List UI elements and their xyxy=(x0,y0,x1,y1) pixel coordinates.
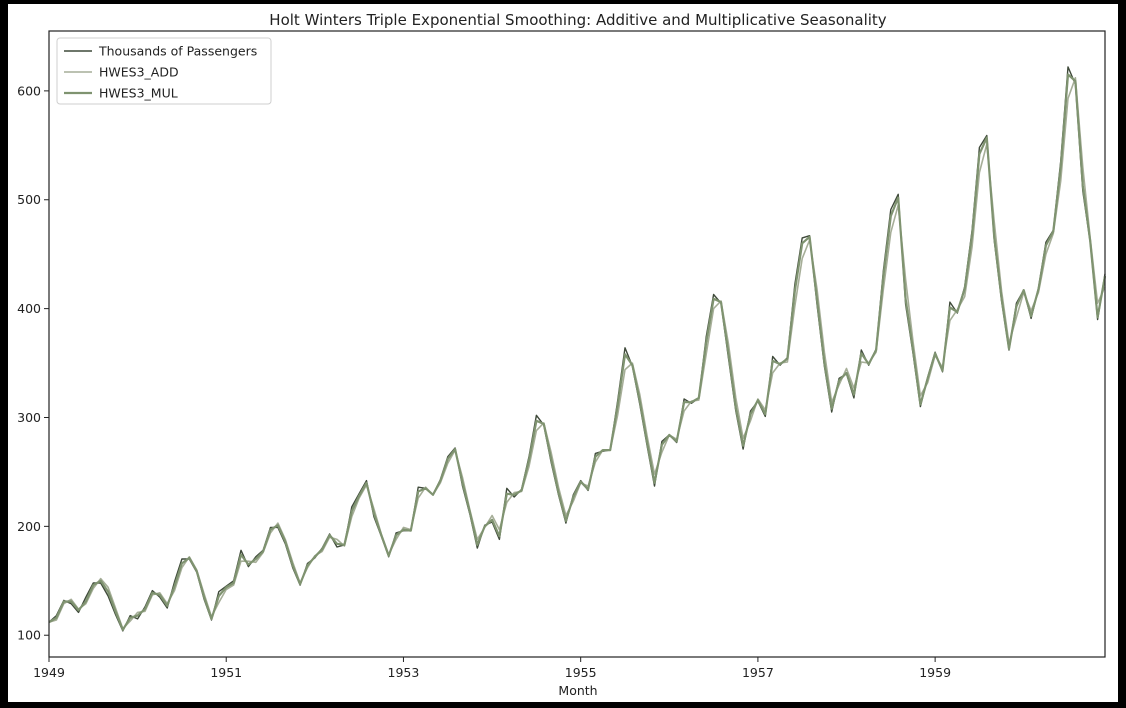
x-axis-label: Month xyxy=(558,683,597,698)
y-tick-label: 600 xyxy=(17,83,41,98)
legend-label: HWES3_ADD xyxy=(99,65,179,80)
chart-title: Holt Winters Triple Exponential Smoothin… xyxy=(269,11,887,29)
legend-box xyxy=(56,37,272,105)
y-tick-label: 200 xyxy=(17,519,41,534)
x-tick-label: 1949 xyxy=(33,665,65,680)
y-tick-label: 300 xyxy=(17,410,41,425)
y-tick-label: 400 xyxy=(17,301,41,316)
y-axis: 100 200 300 400 500 600 xyxy=(17,83,49,643)
x-tick-label: 1953 xyxy=(388,665,420,680)
line-chart: Holt Winters Triple Exponential Smoothin… xyxy=(17,11,1107,698)
x-axis: 1949 1951 1953 1955 1957 1959 xyxy=(33,657,951,680)
x-tick-label: 1951 xyxy=(210,665,242,680)
series-line-1 xyxy=(48,77,1106,630)
chart-canvas: Holt Winters Triple Exponential Smoothin… xyxy=(8,4,1118,702)
x-tick-label: 1957 xyxy=(742,665,774,680)
legend: Thousands of Passengers HWES3_ADD HWES3_MU… xyxy=(56,37,272,105)
y-tick-label: 500 xyxy=(17,192,41,207)
series-line-2 xyxy=(48,73,1107,631)
series-line-0 xyxy=(48,66,1106,632)
series-layer xyxy=(48,66,1107,632)
legend-label: HWES3_MUL xyxy=(99,86,178,101)
x-tick-label: 1955 xyxy=(565,665,597,680)
plot-frame xyxy=(48,30,1106,658)
legend-label: Thousands of Passengers xyxy=(98,44,257,59)
x-tick-label: 1959 xyxy=(919,665,951,680)
y-tick-label: 100 xyxy=(17,628,41,643)
